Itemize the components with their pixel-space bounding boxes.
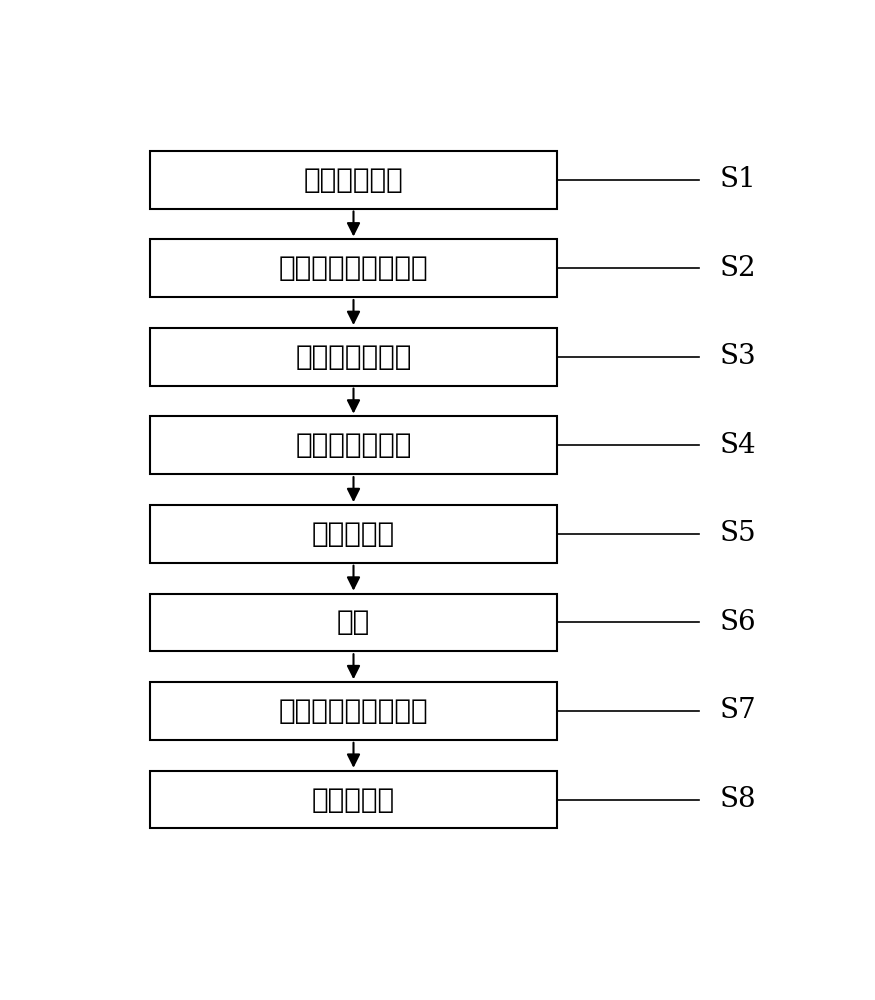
Text: 提纯脱氢乙酸粗制品: 提纯脱氢乙酸粗制品 <box>278 254 429 282</box>
Bar <box>150 594 556 651</box>
Bar <box>150 682 556 740</box>
Text: 蒸馏、结晶: 蒸馏、结晶 <box>312 520 396 548</box>
Text: S1: S1 <box>719 166 756 193</box>
Text: 二次过滤、提纯: 二次过滤、提纯 <box>296 431 412 459</box>
Text: 制取脱氢乙酸钠: 制取脱氢乙酸钠 <box>296 343 412 371</box>
Text: S3: S3 <box>719 343 756 370</box>
Bar <box>150 416 556 474</box>
Text: 脱水: 脱水 <box>337 608 370 636</box>
Text: S5: S5 <box>719 520 756 547</box>
Text: S7: S7 <box>719 697 756 724</box>
Text: S4: S4 <box>719 432 756 459</box>
Text: 定模、保存: 定模、保存 <box>312 786 396 814</box>
Text: 配比医用脱氢乙酸钠: 配比医用脱氢乙酸钠 <box>278 697 429 725</box>
Text: S6: S6 <box>719 609 756 636</box>
Bar <box>150 328 556 386</box>
Text: 制取脱氢乙酸: 制取脱氢乙酸 <box>304 166 403 194</box>
Bar <box>150 151 556 209</box>
Text: S2: S2 <box>719 255 756 282</box>
Text: S8: S8 <box>719 786 756 813</box>
Bar <box>150 239 556 297</box>
Bar <box>150 771 556 828</box>
Bar <box>150 505 556 563</box>
